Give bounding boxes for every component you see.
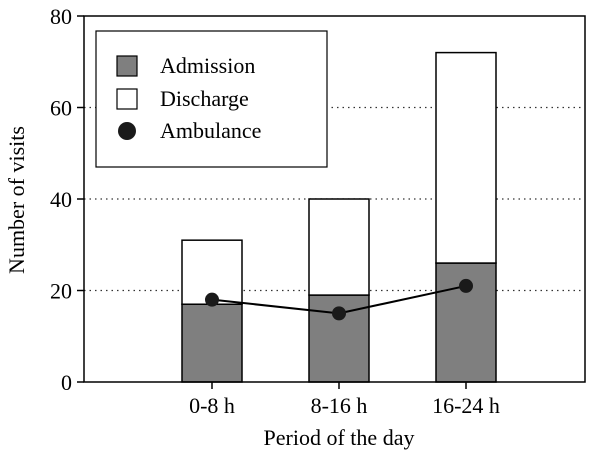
ambulance-point bbox=[205, 292, 219, 307]
legend-label-ambulance: Ambulance bbox=[160, 118, 261, 143]
axes: 0 20 40 60 80 0-8 h 8-16 h 16-24 h bbox=[50, 4, 586, 418]
bar-admission bbox=[181, 303, 243, 383]
legend-swatch-admission bbox=[116, 55, 138, 77]
legend-swatch-discharge bbox=[116, 88, 138, 110]
x-tick-label: 16-24 h bbox=[432, 393, 500, 418]
ambulance-point bbox=[459, 278, 473, 293]
y-tick-label: 20 bbox=[50, 279, 72, 304]
y-tick-label: 80 bbox=[50, 4, 72, 29]
ambulance-point bbox=[332, 306, 346, 321]
x-axis-title: Period of the day bbox=[264, 425, 415, 450]
x-tick-label: 0-8 h bbox=[189, 393, 235, 418]
y-axis-title: Number of visits bbox=[4, 126, 29, 274]
bar-discharge bbox=[308, 198, 370, 296]
y-tick-label: 60 bbox=[50, 96, 72, 121]
y-tick-label: 40 bbox=[50, 187, 72, 212]
x-tick-label: 8-16 h bbox=[311, 393, 368, 418]
y-tick-label: 0 bbox=[61, 370, 72, 395]
legend-label-discharge: Discharge bbox=[160, 86, 249, 111]
legend-marker-ambulance bbox=[118, 122, 136, 140]
ambulance-line bbox=[205, 278, 473, 321]
bar-discharge bbox=[435, 51, 497, 264]
legend-label-admission: Admission bbox=[160, 53, 255, 78]
legend: Admission Discharge Ambulance bbox=[95, 30, 328, 168]
